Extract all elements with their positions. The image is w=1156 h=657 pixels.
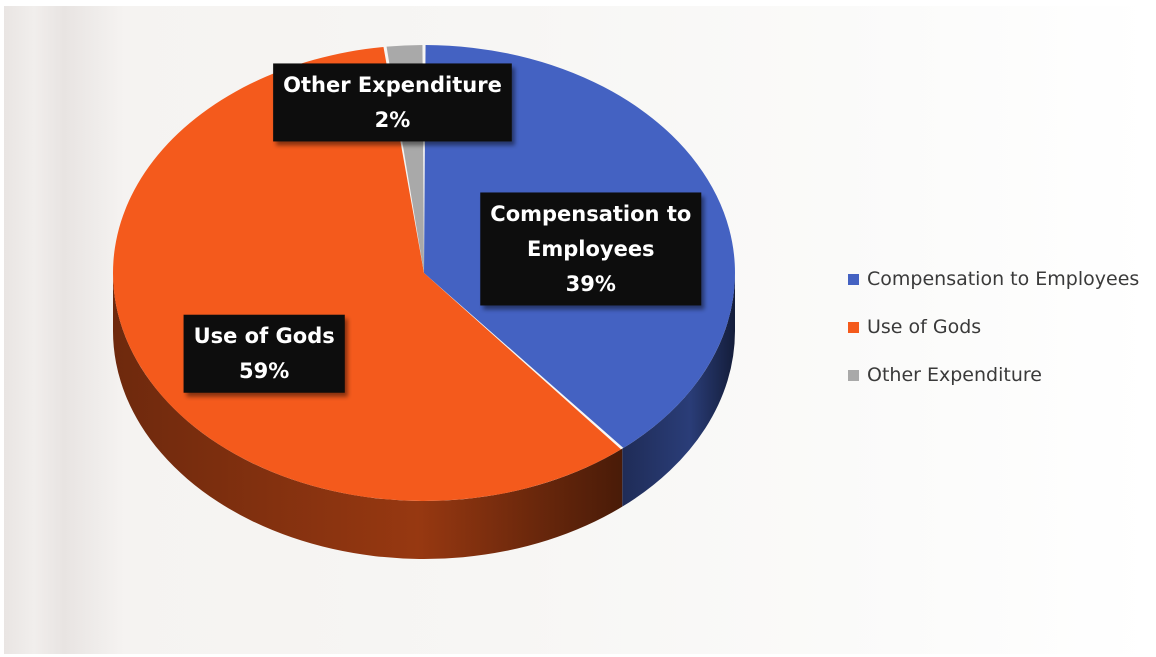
- data-label-use-of-gods: Use of Gods 59%: [183, 314, 345, 393]
- legend-item-use-of-gods[interactable]: Use of Gods: [848, 316, 1139, 338]
- data-label-box: [273, 63, 512, 142]
- data-label-box: [183, 314, 345, 393]
- pie-side-use-of-gods: [113, 273, 623, 559]
- legend-label-use-of-gods: Use of Gods: [867, 316, 982, 338]
- data-label-text: Employees: [527, 237, 655, 261]
- pie-side-compensation-to-employees: [622, 273, 735, 507]
- legend-swatch-compensation-to-employees: [848, 273, 859, 285]
- legend-label-compensation-to-employees: Compensation to Employees: [867, 268, 1140, 290]
- data-label-other-expenditure: Other Expenditure 2%: [273, 63, 512, 142]
- data-label-box: [480, 192, 702, 306]
- data-label-value: 2%: [375, 108, 411, 132]
- legend-item-other-expenditure[interactable]: Other Expenditure: [848, 364, 1139, 386]
- data-label-value: 39%: [566, 272, 616, 296]
- data-label-value: 59%: [239, 359, 289, 383]
- data-label-compensation-to-employees: Compensation to Employees 39%: [480, 192, 702, 306]
- legend-swatch-other-expenditure: [848, 369, 859, 381]
- legend-item-compensation-to-employees[interactable]: Compensation to Employees: [848, 268, 1139, 290]
- legend-swatch-use-of-gods: [848, 321, 859, 333]
- data-label-text: Other Expenditure: [283, 73, 502, 97]
- chart-legend: Compensation to Employees Use of Gods Ot…: [848, 268, 1139, 386]
- data-label-text: Compensation to: [490, 202, 691, 226]
- data-label-text: Use of Gods: [194, 324, 335, 348]
- legend-label-other-expenditure: Other Expenditure: [867, 364, 1042, 386]
